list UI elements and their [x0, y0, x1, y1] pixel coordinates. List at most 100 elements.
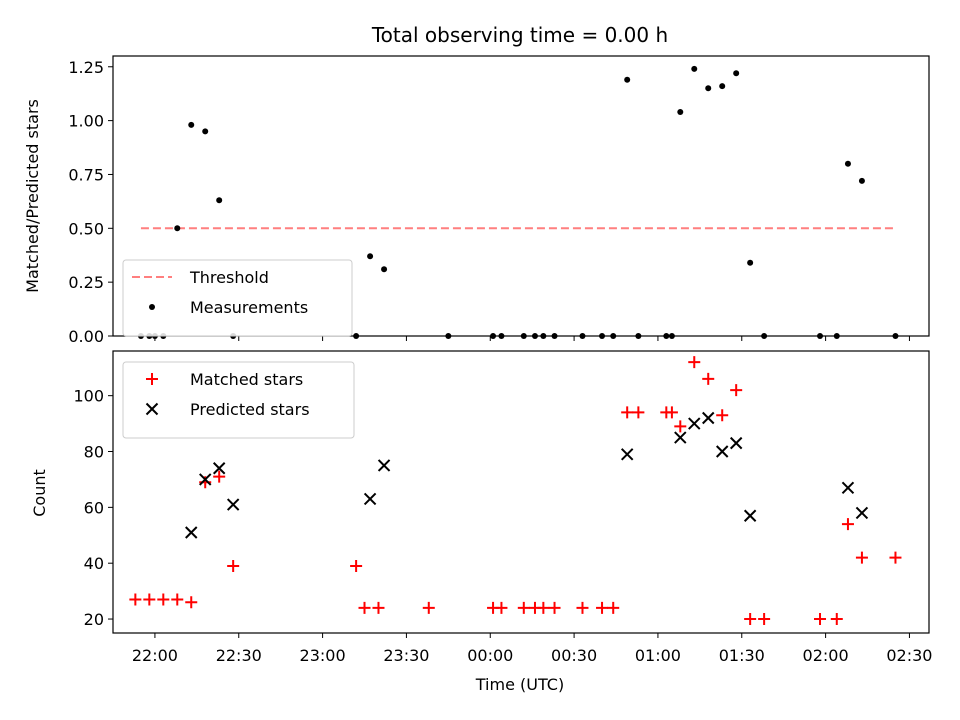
x-tick-label: 02:00 [803, 646, 849, 665]
predicted-star-point [212, 462, 226, 475]
y-tick-label: 0.75 [68, 165, 104, 184]
measurement-point [705, 85, 712, 92]
plot-frame [112, 55, 930, 337]
legend-matched-swatch [146, 373, 158, 385]
measurement-point [747, 259, 754, 266]
measurement-point [858, 177, 865, 184]
plot-frame [112, 350, 930, 634]
legend-measurement-swatch [149, 304, 155, 310]
measurement-point [216, 197, 223, 204]
matched-star-point [517, 601, 530, 614]
x-axis-label: Time (UTC) [475, 675, 564, 694]
x-tick-label: 02:30 [886, 646, 932, 665]
predicted-star-point [377, 459, 391, 472]
matched-star-point [422, 601, 435, 614]
matched-star-point [576, 601, 589, 614]
x-tick-label: 00:00 [467, 646, 513, 665]
matched-star-point [548, 601, 561, 614]
matched-star-point [830, 613, 843, 626]
chart-title: Total observing time = 0.00 h [371, 23, 668, 47]
legend-box [122, 361, 355, 439]
legend-label: Threshold [189, 268, 269, 287]
matched-star-point [157, 593, 170, 606]
x-tick-label: 22:00 [132, 646, 178, 665]
x-tick-label: 00:30 [551, 646, 597, 665]
bottom-y-axis-label: Count [30, 469, 49, 517]
measurement-point [677, 109, 684, 115]
legend-label: Predicted stars [190, 400, 310, 419]
predicted-star-point [199, 473, 212, 486]
matched-star-point [730, 384, 743, 397]
matched-star-point [143, 593, 156, 606]
y-tick-label: 1.25 [68, 58, 104, 77]
bottom-plot-panel: 20 40 60 80 100 22:00 22:30 23:00 23:30 00:00 00:3… [73, 350, 932, 665]
matched-star-point [758, 613, 771, 626]
measurement-point [381, 266, 388, 273]
measurement-point [174, 225, 181, 232]
matched-star-point [171, 593, 184, 606]
x-tick-label: 22:30 [216, 646, 262, 665]
matched-star-point [350, 559, 363, 572]
y-tick-label: 40 [84, 554, 104, 573]
legend-label: Measurements [190, 298, 308, 317]
measurement-point [624, 76, 631, 83]
matched-star-point [702, 372, 715, 385]
matched-star-point [632, 406, 645, 419]
predicted-star-point [743, 509, 757, 522]
predicted-star-point [715, 445, 729, 458]
measurement-point [733, 70, 740, 77]
matched-star-point [607, 601, 620, 614]
measurement-point [202, 128, 209, 135]
predicted-star-point [855, 506, 869, 520]
predicted-star-point [363, 492, 377, 506]
measurement-point [844, 160, 851, 167]
legend-label: Matched stars [190, 370, 303, 389]
matched-star-point [674, 420, 687, 433]
matched-star-point [841, 518, 854, 531]
predicted-star-point [185, 526, 198, 539]
predicted-star-point [620, 448, 634, 461]
predicted-star-point [841, 481, 855, 495]
y-tick-label: 0.25 [68, 273, 104, 292]
y-tick-label: 0.50 [68, 219, 104, 238]
matched-star-point [495, 601, 508, 614]
measurement-point [719, 83, 726, 90]
measurement-point [367, 253, 374, 260]
matched-star-point [621, 406, 634, 419]
matched-star-point [814, 613, 827, 626]
matched-star-point [537, 601, 550, 614]
matched-star-point [213, 470, 226, 483]
y-tick-label: 60 [84, 498, 104, 517]
matched-star-point [855, 551, 868, 564]
matched-star-point [688, 356, 701, 369]
matched-star-point [889, 551, 902, 564]
x-tick-label: 01:30 [719, 646, 765, 665]
x-tick-label: 23:00 [300, 646, 346, 665]
matched-star-point [129, 593, 142, 606]
y-tick-label: 20 [84, 610, 104, 629]
predicted-star-point [702, 411, 715, 425]
matched-star-point [227, 559, 240, 572]
top-plot-panel: 0.00 0.25 0.50 0.75 1.00 1.25 Threshold Measure… [68, 55, 930, 346]
y-tick-label: 80 [84, 443, 104, 462]
top-y-axis-label: Matched/Predicted stars [23, 99, 42, 293]
matched-star-point [185, 596, 198, 609]
legend-box [122, 259, 353, 337]
x-tick-label: 01:00 [635, 646, 681, 665]
matched-star-point [358, 601, 371, 614]
matched-star-point [665, 406, 678, 419]
y-tick-label: 0.00 [68, 327, 104, 346]
x-tick-label: 23:30 [383, 646, 429, 665]
measurement-point [691, 65, 698, 72]
predicted-star-point [674, 431, 687, 444]
y-tick-label: 1.00 [68, 112, 104, 131]
predicted-star-point [729, 436, 743, 450]
matched-star-point [596, 601, 609, 614]
matched-star-point [716, 409, 729, 422]
matched-star-point [372, 601, 385, 614]
measurement-point [188, 121, 195, 128]
predicted-star-point [688, 417, 701, 430]
predicted-star-point [226, 498, 240, 511]
matched-star-point [744, 613, 757, 626]
